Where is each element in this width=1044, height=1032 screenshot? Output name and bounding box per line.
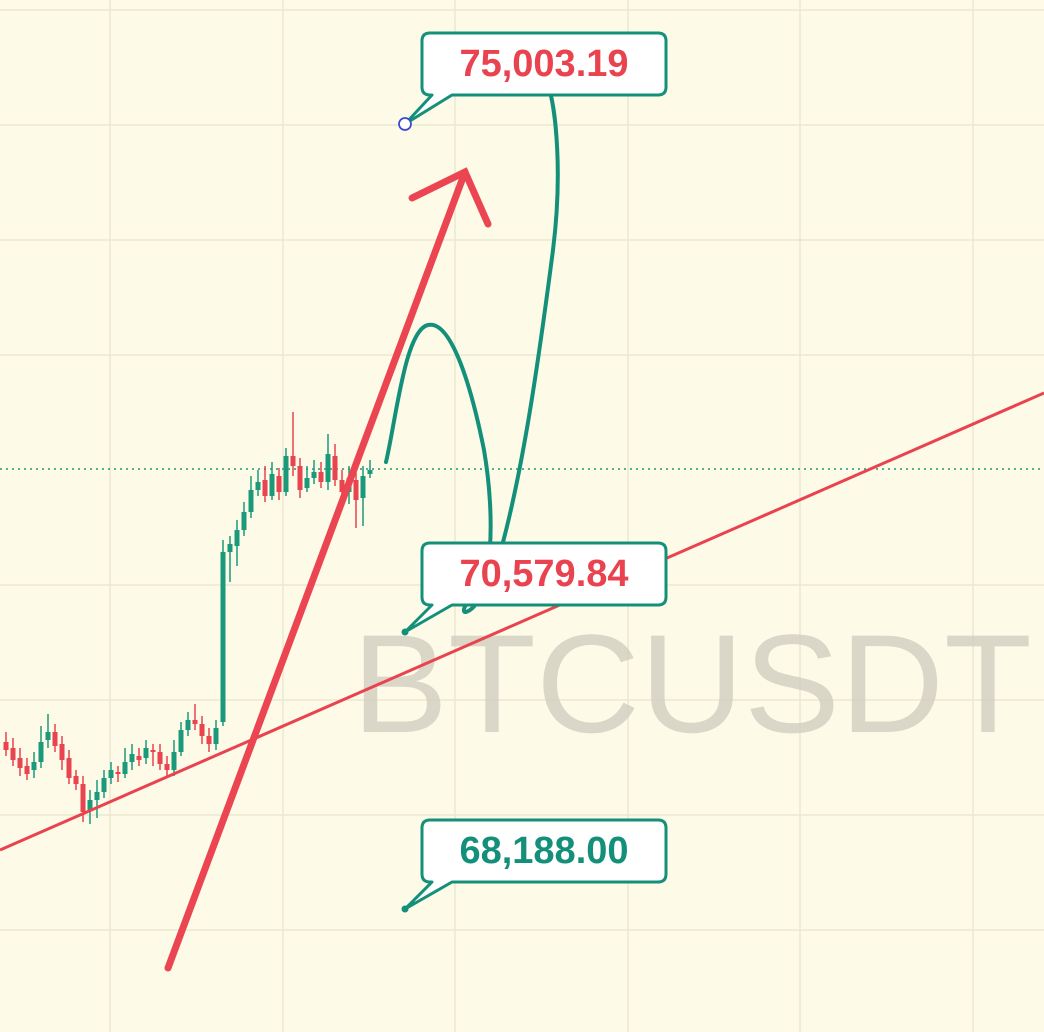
candle-body	[353, 480, 359, 500]
candle-body	[367, 470, 373, 474]
candle-body	[171, 752, 177, 770]
callout-box	[403, 818, 668, 911]
candle-body	[311, 472, 317, 478]
candle-body	[45, 732, 51, 740]
candle-body	[283, 456, 289, 492]
candle-body	[325, 454, 331, 482]
candle-body	[164, 764, 170, 770]
candle-body	[59, 744, 65, 760]
candle-body	[87, 800, 93, 810]
candle-body	[143, 748, 149, 758]
candle-body	[52, 732, 58, 746]
candle-body	[262, 480, 268, 496]
candle-body	[136, 756, 142, 760]
candle-body	[10, 748, 16, 760]
candle-body	[101, 778, 107, 792]
candle-body	[73, 776, 79, 784]
callout-label: 75,003.19	[459, 43, 628, 85]
candle-body	[318, 472, 324, 482]
candle-body	[332, 456, 338, 480]
trend-line	[0, 391, 1044, 852]
callouts: 75,003.19 70,579.84 68,188.00	[398, 31, 668, 913]
anchor-point	[401, 628, 409, 636]
candle-body	[269, 474, 275, 496]
candle-body	[115, 772, 121, 774]
callout-box	[403, 541, 668, 634]
candle-body	[206, 736, 212, 744]
candle-body	[185, 720, 191, 730]
candle-body	[199, 724, 205, 736]
candle-body	[227, 544, 233, 552]
callout-box	[403, 31, 668, 126]
watermark: BTCUSDT	[352, 605, 1032, 762]
candle-body	[31, 762, 37, 770]
candle-body	[248, 490, 254, 512]
candle-body	[213, 728, 219, 744]
candle-body	[339, 480, 345, 492]
callout-label: 68,188.00	[459, 830, 628, 872]
candle-body	[122, 762, 128, 774]
candle-body	[24, 766, 30, 774]
candle-body	[66, 758, 72, 778]
candle-body	[234, 530, 240, 546]
candle-body	[290, 456, 296, 466]
candle-body	[3, 742, 9, 750]
candle-body	[17, 758, 23, 768]
candle-body	[157, 752, 163, 764]
candle-body	[255, 482, 261, 490]
candle-body	[150, 750, 156, 752]
anchor-point	[401, 905, 409, 913]
candle-body	[304, 478, 310, 488]
candle-body	[220, 552, 226, 722]
candle-body	[94, 792, 100, 800]
candle-body	[360, 476, 366, 498]
candle-body	[178, 730, 184, 752]
candle-body	[129, 754, 135, 762]
candle-body	[108, 770, 114, 778]
freehand-curve	[384, 90, 560, 614]
candle-body	[192, 720, 198, 724]
candles	[3, 412, 373, 824]
candle-body	[241, 512, 247, 530]
candle-body	[276, 476, 282, 492]
candle-body	[38, 742, 44, 762]
anchor-point	[398, 117, 412, 131]
candle-body	[297, 466, 303, 490]
arrow	[164, 167, 492, 972]
callout-label: 70,579.84	[459, 553, 628, 595]
candle-body	[80, 784, 86, 812]
